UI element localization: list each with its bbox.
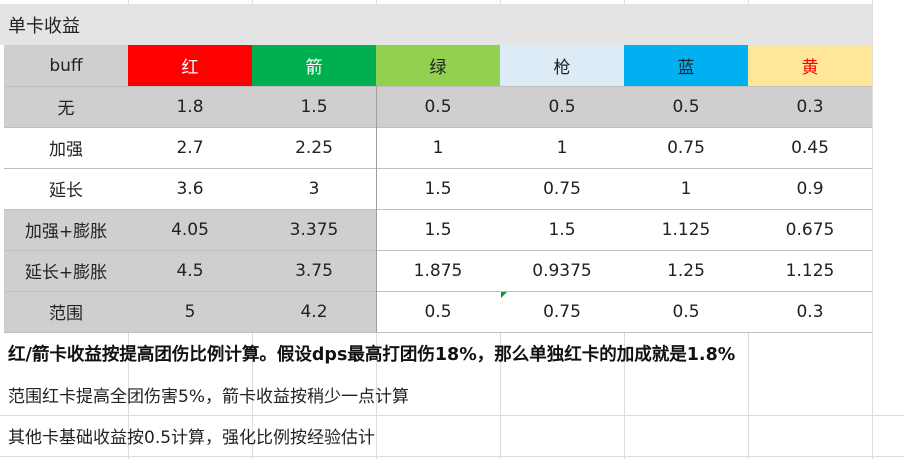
table-cell: 4.05 [128,209,252,250]
table-cell: 0.3 [748,86,872,127]
header-arrow: 箭 [252,45,376,86]
row-border [4,209,872,210]
row-label: 范围 [4,291,128,332]
note-line-2: 范围红卡提高全团伤害5%，箭卡收益按稍少一点计算 [8,387,409,407]
table-cell: 1 [624,168,748,209]
header-buff: buff [4,45,128,86]
table-cell: 0.75 [624,127,748,168]
row-label: 延长 [4,168,128,209]
table-cell: 0.5 [624,86,748,127]
table-cell: 0.9375 [500,250,624,291]
header-green: 绿 [376,45,500,86]
table-cell: 0.5 [376,86,500,127]
table-cell: 4.2 [252,291,376,332]
row-label: 无 [4,86,128,127]
table-cell: 3.6 [128,168,252,209]
table-cell: 0.5 [500,86,624,127]
header-blue: 蓝 [624,45,748,86]
table-cell: 1 [376,127,500,168]
table-cell: 2.25 [252,127,376,168]
table-cell: 0.45 [748,127,872,168]
row-label: 加强+膨胀 [4,209,128,250]
table-cell: 1.5 [252,86,376,127]
table-cell: 0.75 [500,291,624,332]
table-cell: 1.5 [376,209,500,250]
note-line-3: 其他卡基础收益按0.5计算，强化比例按经验估计 [8,428,376,448]
table-cell: 0.5 [624,291,748,332]
table-cell: 0.9 [748,168,872,209]
row-label: 延长+膨胀 [4,250,128,291]
table-cell: 1.875 [376,250,500,291]
table-cell: 3.375 [252,209,376,250]
table-cell: 1.125 [748,250,872,291]
table-cell: 0.5 [376,291,500,332]
table-cell: 1.5 [376,168,500,209]
row-border [4,127,872,128]
gridline [872,0,873,459]
table-cell: 4.5 [128,250,252,291]
table-cell: 1.8 [128,86,252,127]
row-border [4,168,872,169]
header-yellow: 黄 [748,45,872,86]
table-cell: 0.75 [500,168,624,209]
row-border [4,332,872,333]
row-border [4,291,872,292]
column-separator [376,86,377,332]
table-cell: 1.25 [624,250,748,291]
table-cell: 1.5 [500,209,624,250]
gridline [0,415,904,416]
sheet-title: 单卡收益 [0,4,872,45]
cell-indicator-icon [501,292,507,298]
row-label: 加强 [4,127,128,168]
row-border [4,250,872,251]
table-cell: 1.125 [624,209,748,250]
table-cell: 0.3 [748,291,872,332]
note-line-1: 红/箭卡收益按提高团伤比例计算。假设dps最高打团伤18%，那么单独红卡的加成就… [8,345,736,365]
table-cell: 3 [252,168,376,209]
row-border [4,86,872,87]
header-gun: 枪 [500,45,624,86]
table-cell: 3.75 [252,250,376,291]
table-cell: 0.675 [748,209,872,250]
table-cell: 5 [128,291,252,332]
table-cell: 1 [500,127,624,168]
gridline [0,456,904,457]
header-red: 红 [128,45,252,86]
table-cell: 2.7 [128,127,252,168]
